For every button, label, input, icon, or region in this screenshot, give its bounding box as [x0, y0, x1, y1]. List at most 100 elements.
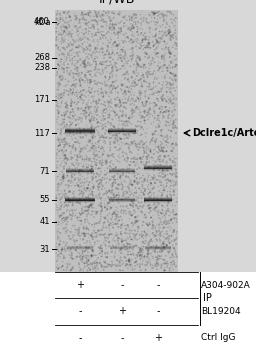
Point — [93, 125, 97, 131]
Point — [166, 113, 170, 119]
Point — [136, 139, 140, 145]
Point — [150, 187, 154, 193]
Point — [174, 141, 178, 147]
Point — [149, 121, 153, 127]
Point — [116, 186, 121, 191]
Point — [144, 87, 148, 93]
Point — [78, 196, 82, 201]
Point — [146, 247, 150, 253]
Point — [160, 46, 164, 52]
Point — [79, 217, 83, 223]
Point — [69, 247, 73, 252]
Point — [64, 160, 68, 165]
Point — [111, 21, 115, 27]
Point — [90, 31, 94, 37]
Point — [140, 239, 144, 245]
Point — [103, 65, 107, 71]
Point — [129, 237, 133, 242]
Point — [66, 174, 70, 180]
Point — [121, 238, 125, 244]
Point — [146, 174, 150, 180]
Point — [62, 122, 67, 128]
Point — [142, 109, 146, 115]
Point — [74, 71, 78, 76]
Point — [122, 104, 126, 110]
Point — [103, 172, 107, 177]
Point — [163, 231, 167, 237]
Point — [149, 215, 153, 220]
Point — [169, 71, 173, 76]
Point — [129, 252, 133, 258]
Point — [75, 93, 79, 99]
Point — [154, 229, 158, 234]
Point — [95, 263, 99, 269]
Point — [69, 226, 73, 232]
Point — [118, 27, 122, 33]
Point — [82, 126, 86, 132]
Point — [83, 72, 87, 78]
Point — [121, 113, 125, 119]
Bar — [145, 248, 171, 249]
Point — [62, 10, 66, 15]
Point — [88, 157, 92, 163]
Point — [99, 90, 103, 95]
Point — [170, 146, 174, 152]
Point — [126, 145, 130, 151]
Point — [112, 234, 116, 240]
Point — [149, 58, 153, 64]
Point — [171, 171, 175, 177]
Point — [87, 47, 91, 52]
Point — [155, 113, 159, 119]
Point — [84, 12, 89, 17]
Point — [107, 240, 111, 245]
Point — [106, 119, 110, 125]
Point — [81, 32, 86, 38]
Point — [138, 155, 142, 161]
Point — [122, 231, 126, 236]
Point — [70, 55, 74, 61]
Point — [79, 106, 83, 112]
Point — [167, 164, 171, 170]
Point — [155, 267, 159, 272]
Point — [104, 124, 108, 129]
Point — [123, 261, 127, 266]
Point — [106, 115, 110, 121]
Point — [79, 211, 83, 217]
Point — [144, 259, 148, 264]
Point — [87, 126, 91, 132]
Point — [86, 258, 90, 264]
Point — [142, 191, 146, 196]
Point — [78, 187, 82, 193]
Point — [142, 65, 146, 71]
Point — [136, 147, 140, 153]
Point — [154, 69, 158, 75]
Point — [135, 29, 139, 35]
Point — [61, 93, 66, 98]
Point — [62, 28, 66, 34]
Point — [167, 85, 171, 91]
Point — [138, 253, 142, 259]
Point — [74, 23, 78, 28]
Text: -: - — [120, 333, 124, 343]
Point — [106, 204, 110, 209]
Point — [144, 79, 148, 85]
Point — [62, 60, 66, 65]
Point — [86, 165, 90, 170]
Point — [76, 121, 80, 127]
Point — [131, 232, 135, 237]
Point — [126, 258, 131, 264]
Point — [57, 32, 61, 37]
Point — [139, 190, 143, 195]
Point — [151, 44, 155, 49]
Point — [57, 149, 61, 154]
Point — [100, 13, 104, 19]
Point — [109, 195, 113, 200]
Point — [152, 151, 156, 157]
Point — [56, 252, 60, 258]
Point — [125, 190, 130, 195]
Point — [66, 263, 70, 269]
Point — [68, 119, 72, 125]
Point — [171, 141, 175, 146]
Point — [166, 177, 170, 183]
Point — [110, 222, 114, 228]
